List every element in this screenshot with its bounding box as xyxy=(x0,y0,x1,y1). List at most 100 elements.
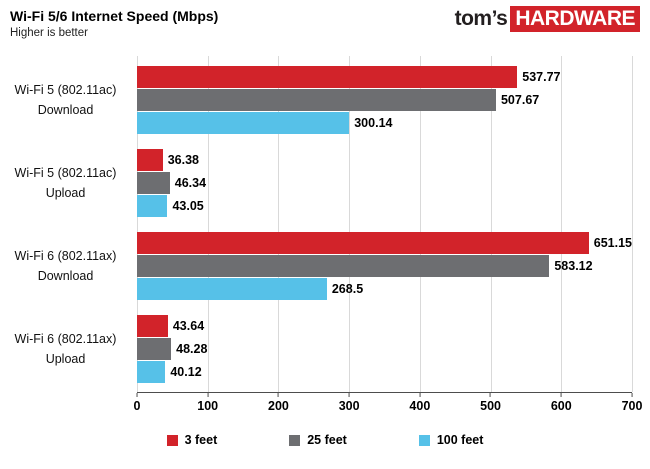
gridline xyxy=(349,56,351,392)
x-tick: 400 xyxy=(409,393,430,413)
category-label: Wi-Fi 5 (802.11ac) Upload xyxy=(0,148,131,217)
gridline xyxy=(419,56,421,392)
bar-25-feet xyxy=(137,254,550,277)
bar-row: 507.67 xyxy=(137,88,632,111)
bar-value-label: 46.34 xyxy=(174,175,207,190)
bar-value-label: 43.64 xyxy=(172,318,205,333)
category-label-line: Upload xyxy=(45,351,86,366)
bar-row: 268.5 xyxy=(137,277,632,300)
bar-value-label: 583.12 xyxy=(554,258,593,273)
bar-3-feet xyxy=(137,65,518,88)
gridline xyxy=(561,56,563,392)
x-tick: 500 xyxy=(480,393,501,413)
bar-row: 46.34 xyxy=(137,171,632,194)
x-tick-label: 700 xyxy=(621,399,643,413)
chart-title: Wi-Fi 5/6 Internet Speed (Mbps) xyxy=(10,8,219,24)
bar-value-label: 507.67 xyxy=(500,92,540,107)
category-label-line: Wi-Fi 5 (802.11ac) xyxy=(14,165,117,180)
legend-swatch xyxy=(166,434,178,446)
bar-100-feet xyxy=(137,111,350,134)
legend-label: 100 feet xyxy=(436,433,484,447)
x-axis-spacer xyxy=(0,393,137,417)
tick-mark xyxy=(136,393,138,397)
x-tick: 700 xyxy=(621,393,643,413)
x-tick-label: 200 xyxy=(267,399,289,413)
legend-item-100-feet: 100 feet xyxy=(418,433,484,447)
category-label: Wi-Fi 5 (802.11ac) Download xyxy=(0,65,131,134)
tick-mark xyxy=(631,393,633,397)
bar-row: 537.77 xyxy=(137,65,632,88)
chart-legend: 3 feet 25 feet 100 feet xyxy=(0,433,650,447)
bar-25-feet xyxy=(137,171,170,194)
toms-hardware-logo: tom’s HARDWARE xyxy=(454,6,640,32)
x-tick: 300 xyxy=(339,393,360,413)
logo-text-toms: tom’s xyxy=(454,7,508,30)
bar-value-label: 651.15 xyxy=(593,235,632,250)
legend-label: 25 feet xyxy=(307,433,347,447)
bar-group: 537.77 507.67 300.14 xyxy=(137,65,632,134)
bar-100-feet xyxy=(137,277,327,300)
bar-row: 300.14 xyxy=(137,111,632,134)
x-axis-ticks: 0 100 200 300 400 500 600 700 xyxy=(133,393,642,417)
x-axis: 0 100 200 300 400 500 600 700 xyxy=(0,393,650,417)
gridline xyxy=(207,56,209,392)
x-tick-label: 300 xyxy=(338,399,360,413)
x-tick: 200 xyxy=(268,393,289,413)
bar-row: 48.28 xyxy=(137,337,632,360)
gridline xyxy=(632,56,633,392)
bar-chart: Wi-Fi 5 (802.11ac) Download Wi-Fi 5 (802.1… xyxy=(0,56,650,393)
tick-mark xyxy=(277,393,279,397)
bar-3-feet xyxy=(137,314,168,337)
bar-row: 583.12 xyxy=(137,254,632,277)
bar-row: 40.12 xyxy=(137,360,632,383)
bar-group: 43.64 48.28 40.12 xyxy=(137,314,632,383)
bar-100-feet xyxy=(137,194,168,217)
bar-value-label: 300.14 xyxy=(354,115,393,130)
bar-row: 43.64 xyxy=(137,314,632,337)
bar-group: 36.38 46.34 43.05 xyxy=(137,148,632,217)
bar-row: 36.38 xyxy=(137,148,632,171)
x-tick: 100 xyxy=(197,393,218,413)
x-tick-label: 100 xyxy=(197,399,219,413)
legend-item-3-feet: 3 feet xyxy=(166,433,218,447)
gridline xyxy=(137,56,138,392)
tick-mark xyxy=(490,393,492,397)
x-tick-label: 600 xyxy=(550,399,572,413)
bar-row: 651.15 xyxy=(137,231,632,254)
bar-row: 43.05 xyxy=(137,194,632,217)
plot-area: 537.77 507.67 300.14 36.38 46.34 43.05 651.15 5… xyxy=(137,56,633,393)
bar-groups: 537.77 507.67 300.14 36.38 46.34 43.05 651.15 5… xyxy=(137,56,632,392)
bar-value-label: 537.77 xyxy=(522,69,561,84)
bar-value-label: 40.12 xyxy=(170,364,202,379)
bar-group: 651.15 583.12 268.5 xyxy=(137,231,632,300)
category-label: Wi-Fi 6 (802.11ax) Upload xyxy=(0,314,131,383)
chart-subtitle: Higher is better xyxy=(10,27,88,39)
legend-item-25-feet: 25 feet xyxy=(289,433,347,447)
gridlines xyxy=(137,56,633,392)
tick-mark xyxy=(560,393,562,397)
x-tick-label: 500 xyxy=(480,399,501,413)
bar-value-label: 268.5 xyxy=(331,281,364,296)
bar-25-feet xyxy=(137,88,496,111)
category-label: Wi-Fi 6 (802.11ax) Download xyxy=(0,231,131,300)
bar-value-label: 48.28 xyxy=(176,341,208,356)
bar-3-feet xyxy=(137,231,589,254)
category-labels-column: Wi-Fi 5 (802.11ac) Download Wi-Fi 5 (802.1… xyxy=(0,56,137,393)
category-label-line: Wi-Fi 6 (802.11ax) xyxy=(14,331,117,346)
gridline xyxy=(490,56,492,392)
bar-value-label: 43.05 xyxy=(172,198,204,213)
bar-100-feet xyxy=(137,360,166,383)
legend-label: 3 feet xyxy=(184,433,218,447)
category-label-line: Wi-Fi 6 (802.11ax) xyxy=(14,248,117,263)
tick-mark xyxy=(207,393,209,397)
x-tick-label: 0 xyxy=(133,399,141,413)
legend-swatch xyxy=(289,434,301,446)
tick-mark xyxy=(419,393,421,397)
category-label-line: Download xyxy=(37,268,94,283)
bar-value-label: 36.38 xyxy=(167,152,199,167)
bar-3-feet xyxy=(137,148,163,171)
legend-swatch xyxy=(418,434,430,446)
x-tick: 600 xyxy=(551,393,572,413)
x-tick-label: 400 xyxy=(409,399,431,413)
